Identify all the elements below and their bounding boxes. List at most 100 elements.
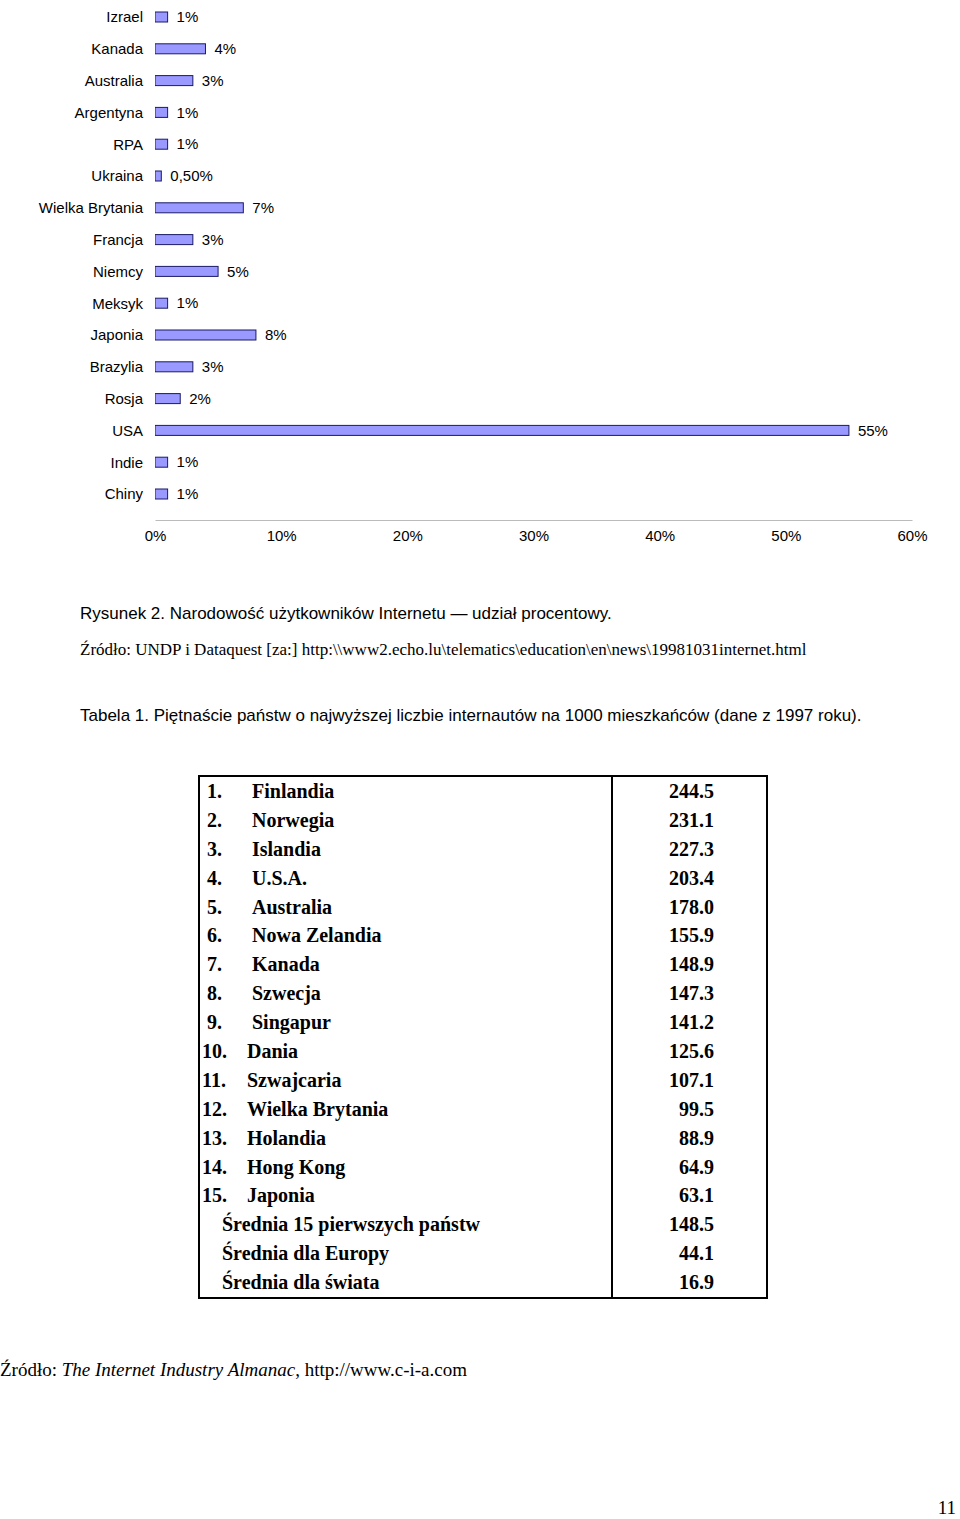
tick: 50%: [771, 520, 801, 544]
tick: Wielka Brytania: [39, 199, 144, 216]
data-label: 3%: [202, 358, 224, 375]
category-label: Francja: [93, 231, 144, 248]
category-label: Rosja: [105, 390, 144, 407]
category-label: Wielka Brytania: [39, 199, 144, 216]
rank: 14.: [202, 1153, 227, 1182]
source-title: The Internet Industry Almanac: [62, 1359, 295, 1380]
category-label: RPA: [113, 136, 143, 153]
bar: [155, 266, 218, 276]
rank: 1.: [207, 777, 222, 806]
data-label: 3%: [202, 72, 224, 89]
data-label: 1%: [177, 135, 199, 152]
country: Dania: [247, 1037, 298, 1066]
table-row: 8.Szwecja147.3: [200, 979, 766, 1008]
value: 147.3: [669, 979, 714, 1008]
tick-label: 60%: [897, 527, 927, 544]
country: Hong Kong: [247, 1153, 345, 1182]
tick: Kanada: [91, 40, 143, 57]
bar: [155, 235, 193, 245]
data-label: 7%: [252, 199, 274, 216]
data-label: 1%: [177, 104, 199, 121]
value: 125.6: [669, 1037, 714, 1066]
table-row: 11.Szwajcaria107.1: [200, 1066, 766, 1095]
category-label: Argentyna: [75, 104, 144, 121]
bar: [155, 171, 161, 181]
table-row: 14. Hong Kong 64.9: [200, 1153, 766, 1182]
value: 141.2: [669, 1008, 714, 1037]
rank: 5.: [207, 893, 222, 922]
country: Finlandia: [252, 777, 334, 806]
tick: Ukraina: [91, 167, 143, 184]
value: 231.1: [669, 806, 714, 835]
value: 244.5: [669, 777, 714, 806]
table-row: 3.Islandia227.3: [200, 835, 766, 864]
country: U.S.A.: [252, 864, 307, 893]
data-label: 8%: [265, 326, 287, 343]
tick-label: 40%: [645, 527, 675, 544]
data-label: 2%: [189, 390, 211, 407]
category-label: Japonia: [90, 326, 143, 343]
category-label: Kanada: [91, 40, 143, 57]
rank: 9.: [207, 1008, 222, 1037]
tick: USA: [112, 422, 143, 439]
summary-row: Średnia dla świata16.9: [200, 1268, 766, 1297]
data-labels: 1%4%3%1%1%0,50%7%3%5%1%8%3%2%55%1%1%: [170, 8, 888, 502]
tick-label: 10%: [267, 527, 297, 544]
tick: Brazylia: [90, 358, 144, 375]
tick-label: 20%: [393, 527, 423, 544]
table-source: Źródło: The Internet Industry Almanac, h…: [0, 1359, 467, 1381]
table-row: 5. Australia 178.0: [200, 893, 766, 922]
axis-line: [156, 520, 913, 521]
value: 16.9: [679, 1268, 714, 1297]
value: 88.9: [679, 1124, 714, 1153]
data-label: 3%: [202, 231, 224, 248]
rank: 12.: [202, 1095, 227, 1124]
data-label: 5%: [227, 263, 249, 280]
data-label: 1%: [177, 294, 199, 311]
value: 227.3: [669, 835, 714, 864]
tick: Rosja: [105, 390, 144, 407]
bar: [155, 330, 256, 340]
country: Kanada: [252, 950, 320, 979]
table-row: 1. Finlandia 244.5: [200, 777, 766, 806]
bar: [155, 425, 849, 435]
tick: Australia: [85, 72, 144, 89]
rank: 8.: [207, 979, 222, 1008]
table-row: 12.Wielka Brytania99.5: [200, 1095, 766, 1124]
bar: [155, 76, 193, 86]
tick: Chiny: [105, 485, 144, 502]
rank: 7.: [207, 950, 222, 979]
y-axis: Izrael Kanada Australia Argentyna RPA Ukraina…: [39, 8, 144, 502]
tick: 40%: [645, 520, 675, 544]
bars: [155, 12, 849, 499]
value: 155.9: [669, 921, 714, 950]
figure-caption: Rysunek 2. Narodowość użytkowników Inter…: [80, 604, 612, 624]
tick-label: 50%: [771, 527, 801, 544]
bar: [155, 362, 193, 372]
table-row: 4.U.S.A.203.4: [200, 864, 766, 893]
tick-label: 30%: [519, 527, 549, 544]
country: Norwegia: [252, 806, 334, 835]
tick: Francja: [93, 231, 144, 248]
value: 148.9: [669, 950, 714, 979]
category-label: Niemcy: [93, 263, 144, 280]
category-label: Izrael: [106, 8, 143, 25]
tick: 30%: [519, 520, 549, 544]
value: 203.4: [669, 864, 714, 893]
summary-row: Średnia dla Europy44.1: [200, 1239, 766, 1268]
tick: Niemcy: [93, 263, 144, 280]
country: Australia: [252, 893, 332, 922]
table-row: 13.Holandia88.9: [200, 1124, 766, 1153]
tick: Indie: [110, 454, 143, 471]
bar-chart: 0%10%20%30%40%50%60%IzraelKanadaAustrali…: [0, 0, 960, 560]
rank: 2.: [207, 806, 222, 835]
country: Wielka Brytania: [247, 1095, 388, 1124]
bar: [155, 457, 168, 467]
country: Szwajcaria: [247, 1066, 341, 1095]
data-label: 1%: [177, 453, 199, 470]
value: 178.0: [669, 893, 714, 922]
country: Holandia: [247, 1124, 326, 1153]
tick: Meksyk: [92, 295, 143, 312]
category-label: Ukraina: [91, 167, 143, 184]
value: 64.9: [679, 1153, 714, 1182]
